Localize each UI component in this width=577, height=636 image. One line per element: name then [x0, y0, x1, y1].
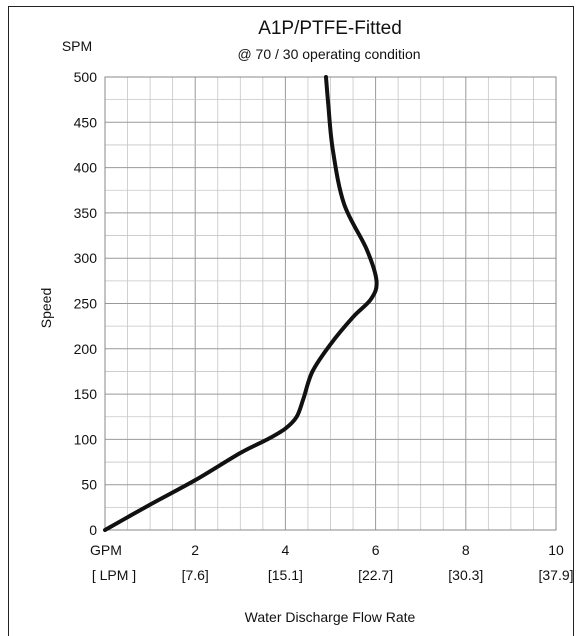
- x-tick-label: 4: [282, 542, 290, 558]
- x-tick-label: 8: [462, 542, 470, 558]
- y-tick-label: 500: [74, 69, 98, 85]
- y-tick-label: 50: [81, 477, 97, 493]
- y-tick-label: 450: [74, 114, 98, 130]
- plot-area-border: [104, 76, 557, 531]
- x-tick-sublabel: [37.9]: [538, 567, 573, 583]
- y-axis-label: Speed: [38, 288, 54, 328]
- y-tick-label: 350: [74, 205, 98, 221]
- x-tick-label: 6: [372, 542, 380, 558]
- x-tick-label: 10: [548, 542, 564, 558]
- chart-subtitle: @ 70 / 30 operating condition: [237, 46, 420, 62]
- x-unit-label: GPM: [90, 542, 122, 558]
- x-tick-label: 2: [191, 542, 199, 558]
- x-tick-sublabel: [22.7]: [358, 567, 393, 583]
- y-tick-label: 100: [74, 431, 98, 447]
- y-tick-label: 200: [74, 341, 98, 357]
- x-unit-secondary-label: [ LPM ]: [92, 567, 136, 583]
- x-tick-sublabel: [30.3]: [448, 567, 483, 583]
- y-tick-label: 0: [89, 522, 97, 538]
- x-tick-sublabel: [7.6]: [182, 567, 209, 583]
- y-unit-label: SPM: [62, 38, 92, 54]
- series-line: [103, 75, 379, 532]
- chart-frame: [8, 6, 574, 636]
- y-tick-label: 250: [74, 296, 98, 312]
- x-tick-sublabel: [15.1]: [268, 567, 303, 583]
- y-tick-label: 300: [74, 250, 98, 266]
- y-tick-label: 150: [74, 386, 98, 402]
- y-tick-label: 400: [74, 160, 98, 176]
- x-axis-label: Water Discharge Flow Rate: [245, 609, 416, 625]
- chart-title: A1P/PTFE-Fitted: [258, 18, 402, 39]
